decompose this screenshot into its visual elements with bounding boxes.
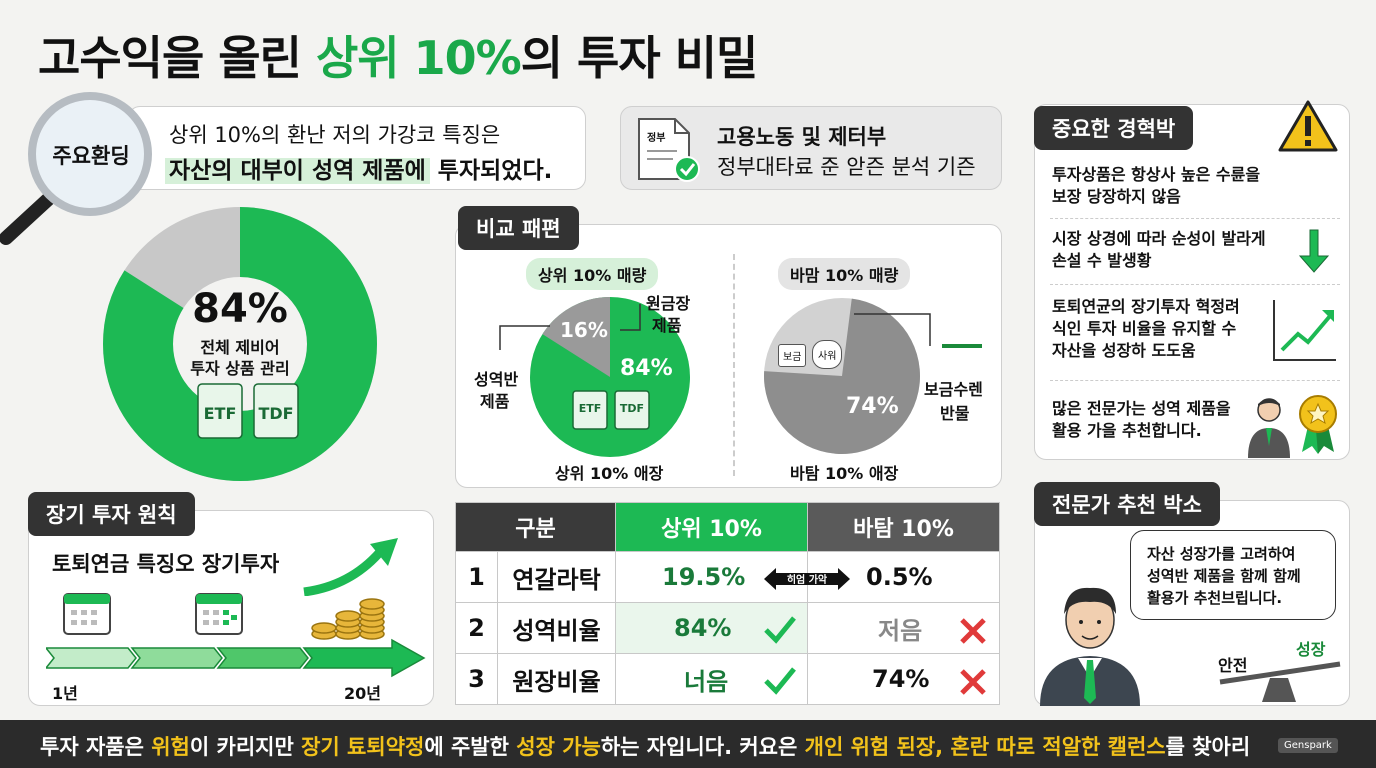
left-pie-chart <box>530 297 690 457</box>
check-icon <box>764 667 796 695</box>
scale-right-label: 성장 <box>1296 640 1326 659</box>
right-pie-leader-lines <box>854 313 982 348</box>
comparison-table: 구분 상위 10% 바탐 10% 1 연갈라탁 19.5% 0.5% 2 성역비… <box>455 502 1000 705</box>
table-header-bottom: 바탐 10% <box>807 502 1000 552</box>
expert-person-icon <box>1248 398 1290 458</box>
table-header-top: 상위 10% <box>615 502 808 552</box>
expert-speech-bubble: 자산 성장가를 고려하여 성역반 제품을 함께 함께 활용가 추천브립니다. <box>1130 530 1336 620</box>
warning-divider <box>1050 380 1340 381</box>
row-top-value: 너음 <box>615 653 808 705</box>
table-row: 2 성역비율 84% 저음 <box>455 602 1000 654</box>
row-num: 3 <box>455 653 498 705</box>
left-pie-main-pct: 84% <box>620 356 673 381</box>
source-line2: 정부대타료 준 앋즌 분석 기즌 <box>717 155 976 179</box>
left-tdf-chip-icon <box>614 390 650 430</box>
source-line1: 고용노동 및 제터부 <box>717 125 887 149</box>
finding-card: 상위 10%의 환난 저의 가강코 특징은 자산의 대부이 성역 제품에 투자되… <box>128 106 586 190</box>
left-pie-leader-lines <box>499 304 641 350</box>
coin-stacks-icon <box>311 598 385 640</box>
right-label-right-1: 보금수렌 <box>924 380 983 399</box>
etf-chip-label: ETF <box>203 404 237 423</box>
warning-tag: 중요한 경혁박 <box>1034 106 1194 150</box>
row-num: 1 <box>455 551 498 603</box>
award-medal-icon <box>1299 395 1337 454</box>
calendar-mid-icon <box>195 593 243 635</box>
table-row: 3 원장비율 너음 74% <box>455 653 1000 705</box>
right-pie-main-pct: 74% <box>846 394 899 419</box>
arrow-down-icon <box>1298 229 1330 273</box>
main-donut-label1: 전체 제비어 <box>200 338 280 357</box>
comparison-divider <box>733 254 735 476</box>
left-label-left-1: 성역반 <box>474 370 519 389</box>
table-header-category: 구분 <box>455 502 616 552</box>
right-pie-caption: 바탐 10% 애장 <box>790 464 899 483</box>
magnifier-icon <box>0 92 152 245</box>
main-donut-percent: 84% <box>192 286 288 332</box>
finding-badge: 주요환딩 <box>52 144 130 168</box>
right-label-right-2: 반물 <box>940 404 970 423</box>
row-label: 성역비율 <box>497 602 616 654</box>
watermark: Genspark <box>1278 738 1338 753</box>
row-top-value: 84% <box>615 602 808 654</box>
left-tdf-label: TDF <box>619 402 645 415</box>
x-icon <box>960 669 986 695</box>
principle-tag: 장기 투자 원칙 <box>28 492 195 536</box>
warning-item-4: 많은 전문가는 성역 제품을 활용 가을 추천합니다. <box>1052 399 1231 440</box>
donut-main-segment <box>103 207 377 481</box>
calendar-start-icon <box>63 593 111 635</box>
warning-icon <box>1278 100 1338 152</box>
main-donut-label2: 투자 상품 관리 <box>190 359 290 378</box>
warning-item-2: 시장 상경에 따라 순성이 발라게 손설 수 발생황 <box>1052 229 1266 270</box>
table-row: 1 연갈라탁 19.5% 0.5% <box>455 551 1000 603</box>
left-etf-chip-icon <box>572 390 608 430</box>
left-label-left-2: 제품 <box>480 392 510 411</box>
difference-badge: 히엄 가악 <box>786 575 828 586</box>
source-card: 정부 고용노동 및 제터부 정부대타료 준 앋즌 분석 기즌 <box>620 106 1002 190</box>
left-label-right-1: 원금장 <box>646 294 691 313</box>
left-pie-header: 상위 10% 매량 <box>526 258 659 290</box>
warning-item-3: 토퇴연균의 장기투자 혁정려 식인 투자 비율을 유지할 수 자산을 성장하 도도움 <box>1052 297 1240 360</box>
timeline-end-label: 20년 <box>344 684 381 703</box>
etf-chip-icon <box>197 383 243 439</box>
tdf-chip-icon <box>253 383 299 439</box>
warning-item-1: 투자상품은 항상사 높은 수륜을 보장 당장하지 않음 <box>1052 165 1261 206</box>
page-title: 고수익을 올린 상위 10%의 투자 비밀 <box>38 31 758 85</box>
tdf-chip-label: TDF <box>258 404 294 423</box>
timeline-arrow <box>46 638 426 678</box>
table-header-row: 구분 상위 10% 바탐 10% <box>455 502 1000 552</box>
x-icon <box>960 618 986 644</box>
row-label: 연갈라탁 <box>497 551 616 603</box>
source-doc-label: 정부 <box>647 133 666 144</box>
advisor-avatar-icon <box>1040 587 1140 706</box>
row-label: 원장비율 <box>497 653 616 705</box>
right-icon-moneybag: 사워 <box>812 340 843 369</box>
timeline-start-label: 1년 <box>52 684 78 703</box>
right-icon-wallet: 보금 <box>778 344 807 367</box>
difference-arrow-icon <box>764 568 850 590</box>
finding-line1: 상위 10%의 환난 저의 가강코 특징은 <box>169 123 501 147</box>
left-label-right-2: 제품 <box>652 316 682 335</box>
principle-headline: 토퇴연금 특징오 장기투자 <box>52 552 280 576</box>
finding-line2: 자산의 대부이 성역 제품에 투자되었다. <box>165 151 552 185</box>
row-num: 2 <box>455 602 498 654</box>
check-icon <box>764 616 796 644</box>
left-pie-small-pct: 16% <box>560 318 608 342</box>
expert-tag: 전문가 추천 박소 <box>1034 482 1220 526</box>
warning-divider <box>1050 218 1340 219</box>
warning-divider <box>1050 284 1340 285</box>
main-donut-chart <box>103 207 377 481</box>
right-pie-chart <box>764 298 920 454</box>
balance-scale-icon <box>1219 661 1341 702</box>
left-pie-caption: 상위 10% 애장 <box>555 464 664 483</box>
growth-arrow-icon <box>303 538 398 596</box>
left-etf-label: ETF <box>578 402 602 415</box>
row-bottom-value: 저음 <box>807 602 1000 654</box>
scale-left-label: 안전 <box>1218 656 1248 675</box>
growth-chart-icon <box>1273 300 1336 361</box>
footer-banner: 투자 자품은 위험이 카리지만 장기 툐퇴약정에 주발한 성장 가능하는 자입니… <box>0 720 1376 768</box>
document-check-icon <box>638 118 700 182</box>
warning-card <box>1034 104 1350 460</box>
right-pie-header: 바맘 10% 매량 <box>778 258 911 290</box>
comparison-tag: 비교 패편 <box>458 206 579 250</box>
